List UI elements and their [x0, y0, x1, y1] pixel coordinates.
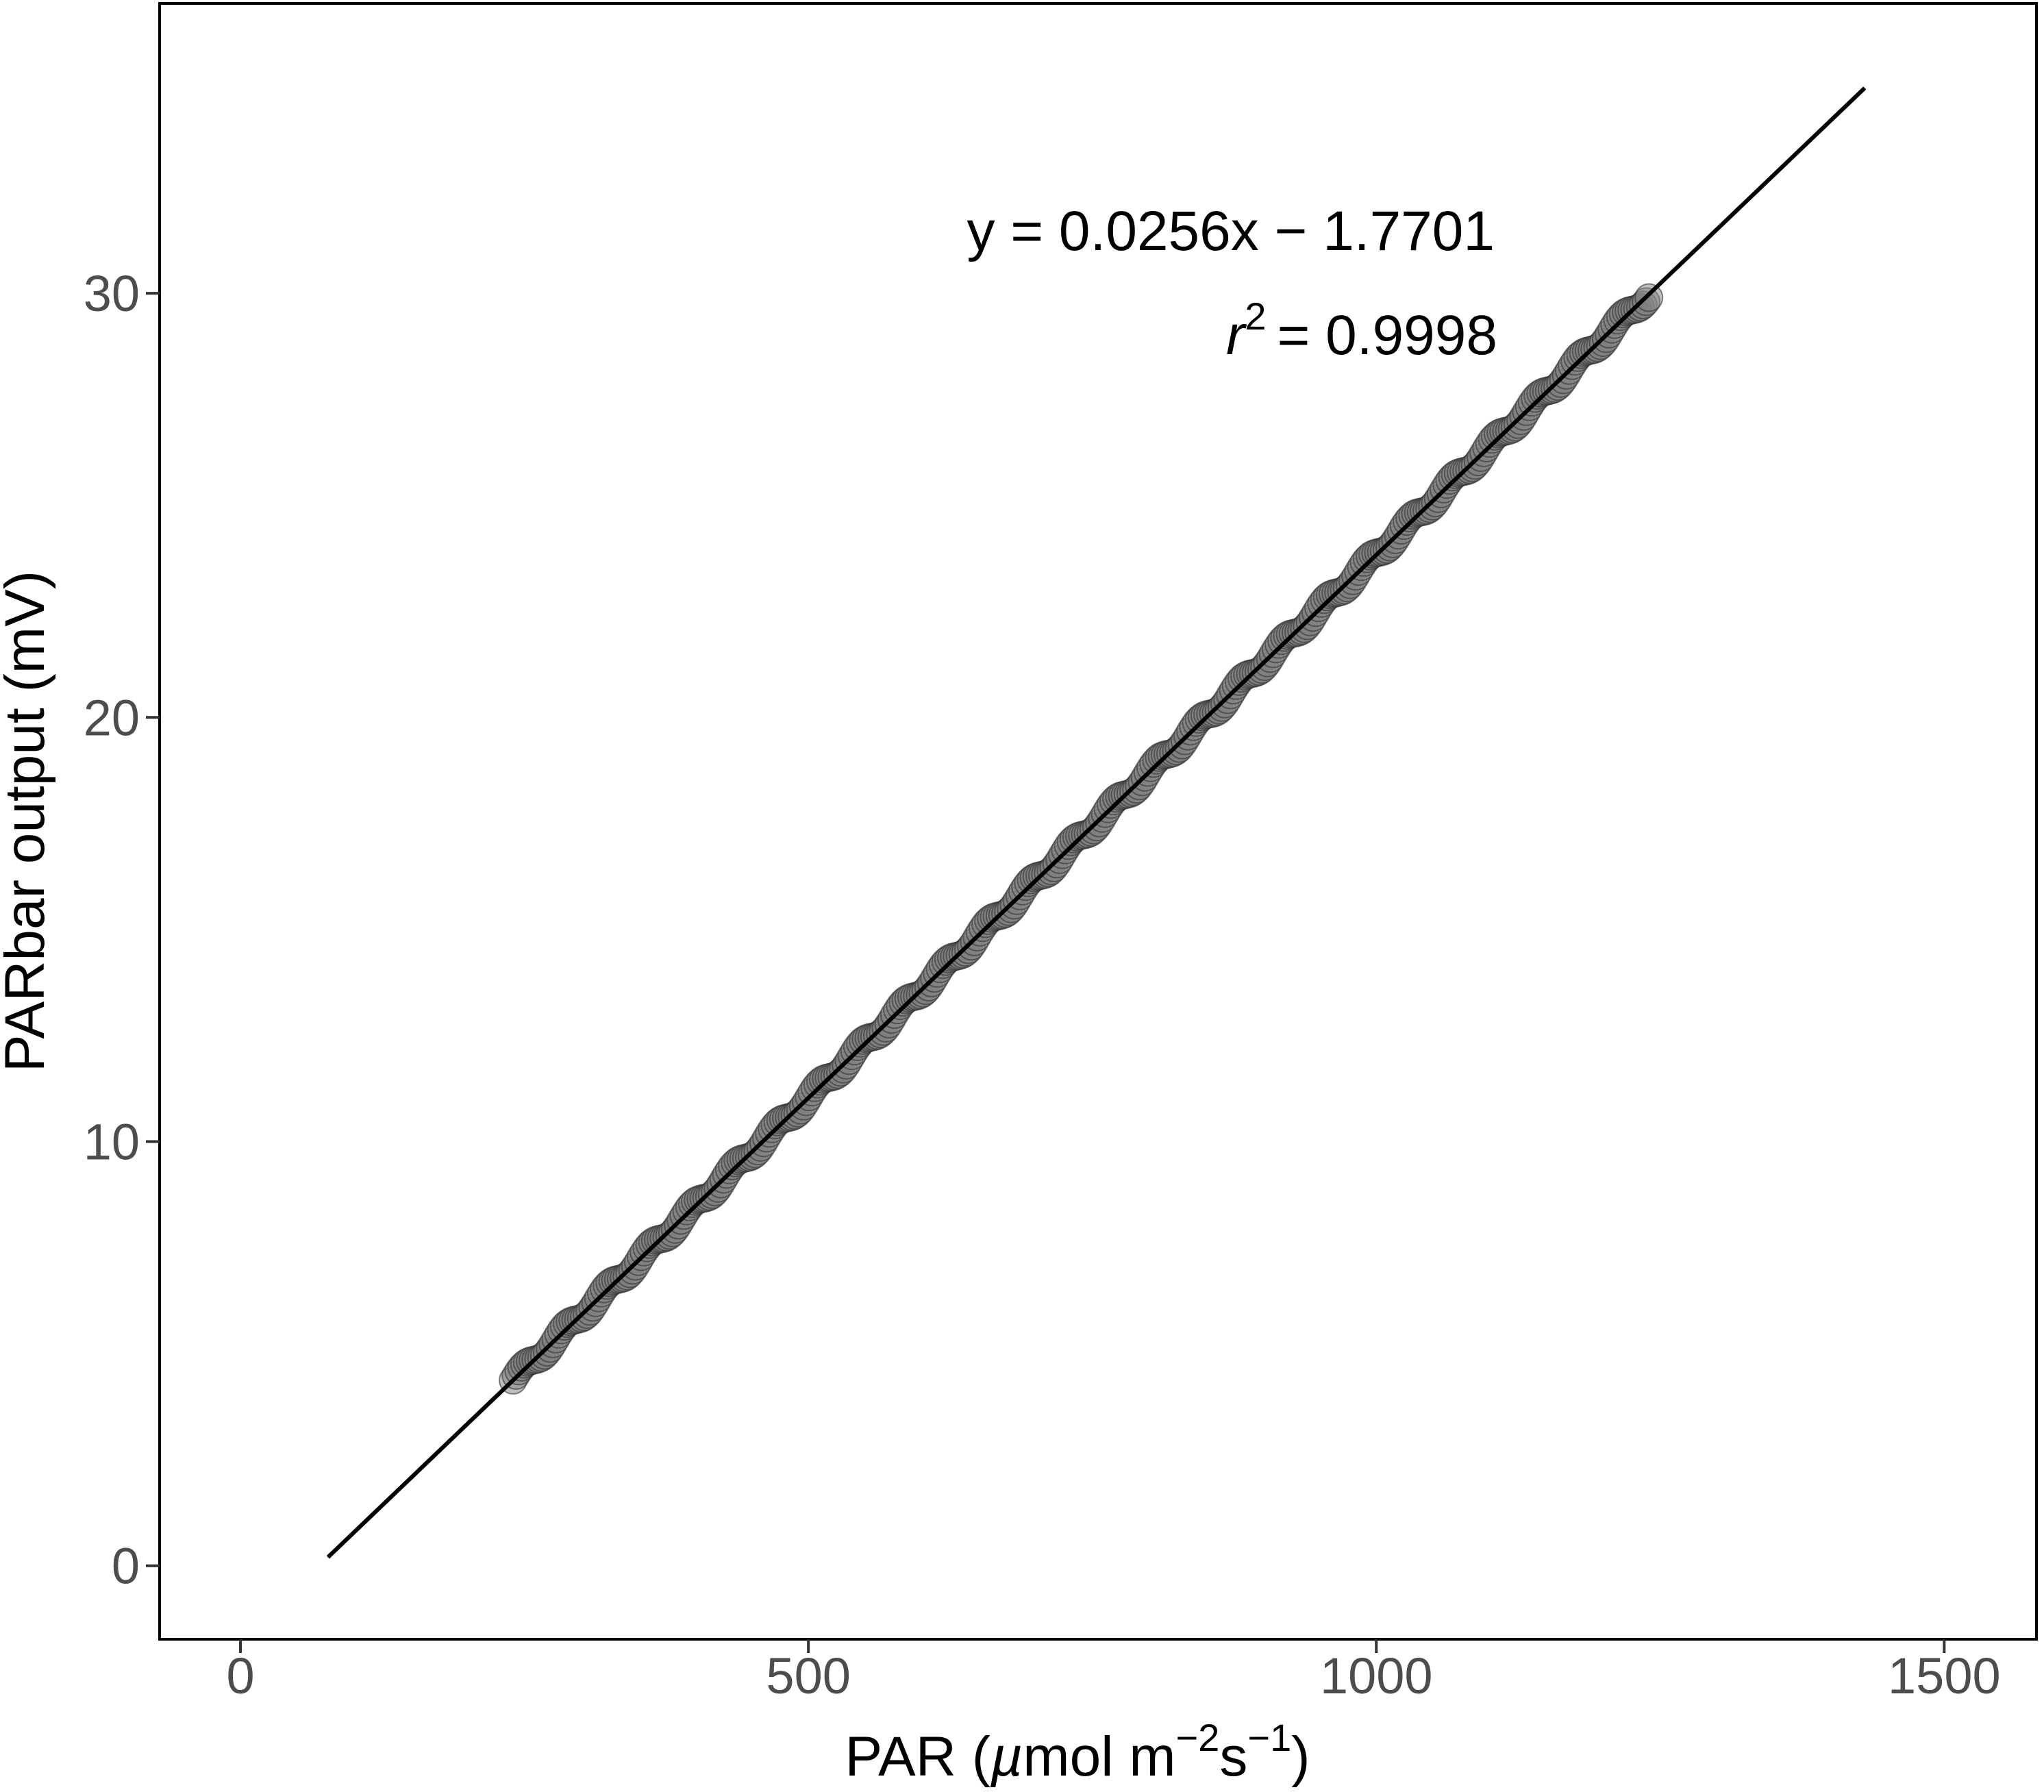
y-tick-label: 30 [84, 265, 140, 322]
r2-exponent: 2 [1245, 295, 1266, 338]
y-tick-label: 20 [84, 689, 140, 746]
r2-symbol: r [1226, 304, 1247, 366]
y-axis-title: PARbar output (mV) [0, 571, 56, 1072]
data-point [1634, 283, 1664, 312]
y-tick-label: 10 [84, 1114, 140, 1171]
x-axis-title: PAR (µmol m−2s−1) [845, 1716, 1310, 1788]
r2-value: = 0.9998 [1278, 304, 1497, 366]
x-tick-label: 500 [766, 1647, 850, 1704]
x-tick-label: 0 [226, 1647, 254, 1704]
y-tick-label: 0 [112, 1538, 140, 1595]
equation-annotation: y = 0.0256x − 1.7701 [967, 200, 1495, 262]
x-tick-label: 1500 [1888, 1647, 2001, 1704]
y-axis: 0 10 20 30 [84, 265, 160, 1595]
x-tick-label: 1000 [1320, 1647, 1433, 1704]
r2-annotation: r2 = 0.9998 [1226, 295, 1497, 366]
x-axis: 0 500 1000 1500 [226, 1639, 2001, 1704]
regression-line [326, 86, 1867, 1559]
